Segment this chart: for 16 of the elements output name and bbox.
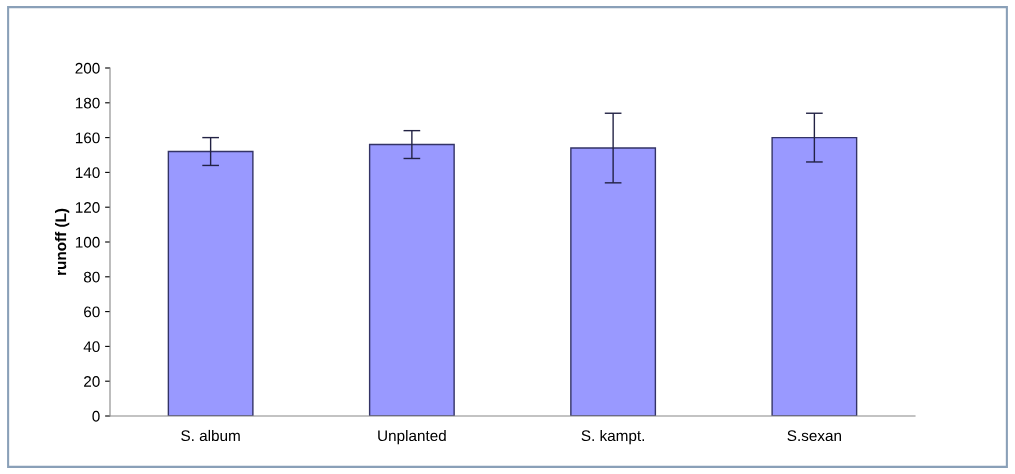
y-tick-label: 60 [84,306,100,318]
x-tick-label: S.sexan [787,430,841,442]
y-tick-label: 20 [84,376,100,387]
x-tick-label: S. kampt. [581,429,644,445]
y-tick-label: 0 [92,410,100,422]
x-tick-label: S. album [181,429,240,442]
y-tick-label: 140 [75,167,100,179]
x-tick-label: Unplanted [378,429,446,445]
y-tick-label: 200 [75,62,100,74]
y-tick-label: 120 [75,202,100,213]
y-axis-title: runoff (L) [54,208,70,275]
y-tick-label: 100 [75,236,100,248]
y-tick-label: 180 [75,97,100,109]
y-tick-label: 40 [83,341,100,353]
y-tick-label: 80 [83,271,100,283]
y-tick-label: 160 [75,132,100,144]
